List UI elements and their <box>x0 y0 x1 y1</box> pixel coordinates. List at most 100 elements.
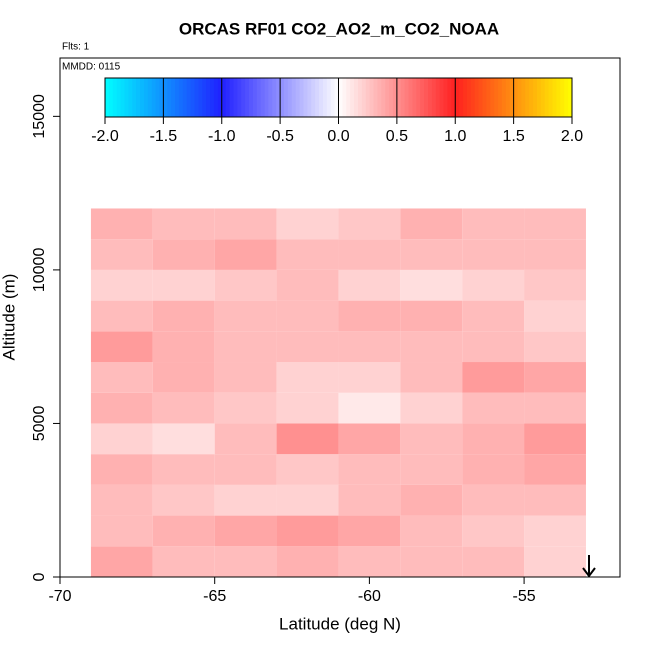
heat-cell <box>152 331 215 363</box>
heat-cell <box>214 392 277 424</box>
colorbar-cell <box>272 78 277 117</box>
colorbar-cell <box>291 78 297 117</box>
colorbar-cell <box>564 78 569 117</box>
y-tick-label: 10000 <box>31 248 48 293</box>
heat-cell <box>338 423 401 455</box>
heat-cell <box>524 208 586 240</box>
heat-cell <box>400 392 463 424</box>
heat-cell <box>90 392 153 424</box>
colorbar-cell <box>202 78 207 117</box>
heat-cell <box>276 362 339 393</box>
heat-cell <box>90 239 153 270</box>
heat-cell <box>400 484 463 516</box>
heat-cell <box>90 484 153 516</box>
colorbar-cell <box>311 78 316 117</box>
colorbar-cell <box>112 78 118 117</box>
heat-cell <box>214 423 277 455</box>
colorbar-cell <box>136 78 141 117</box>
colorbar-cell <box>319 78 324 117</box>
colorbar-cell <box>284 78 289 117</box>
heat-cell <box>524 392 586 424</box>
colorbar-cell <box>350 78 355 117</box>
heat-cell <box>152 362 215 393</box>
colorbar-cell <box>498 78 503 117</box>
heat-cell <box>338 454 401 485</box>
heat-cell <box>152 392 215 424</box>
colorbar-cell <box>295 78 301 117</box>
annotation: Flts: 1 <box>62 42 90 53</box>
colorbar-cell <box>377 78 382 117</box>
colorbar-cell <box>455 78 460 117</box>
colorbar-cell <box>552 78 557 117</box>
colorbar-cell <box>140 78 145 117</box>
heat-cell <box>524 423 586 455</box>
heat-cell <box>214 484 277 516</box>
colorbar-cell <box>404 78 410 117</box>
x-tick-label: -55 <box>513 588 536 605</box>
heat-cell <box>462 454 525 485</box>
heat-cell <box>524 454 586 485</box>
heat-cell <box>152 454 215 485</box>
heat-cell <box>90 331 153 363</box>
colorbar-cell <box>560 78 565 117</box>
y-tick-label: 5000 <box>31 406 48 442</box>
heat-cell <box>462 515 525 547</box>
heat-cell <box>400 269 463 301</box>
heat-cell <box>338 515 401 547</box>
colorbar-cell <box>334 78 339 117</box>
heat-cell <box>276 454 339 485</box>
heat-cell <box>276 331 339 363</box>
heat-cell <box>214 454 277 485</box>
colorbar-cell <box>155 78 160 117</box>
heat-cell <box>90 423 153 455</box>
heat-cell <box>214 362 277 393</box>
heat-cell <box>276 392 339 424</box>
colorbar-cell <box>120 78 125 117</box>
y-tick-label: 15000 <box>31 94 48 139</box>
colorbar-cell <box>276 78 281 117</box>
plot-frame <box>59 57 621 578</box>
colorbar-cell <box>303 78 308 117</box>
heat-cell <box>400 454 463 485</box>
colorbar-cell <box>221 78 227 117</box>
heat-cell <box>400 423 463 455</box>
colorbar-cell <box>167 78 172 117</box>
colorbar-cell <box>463 78 468 117</box>
colorbar-cell <box>536 78 542 117</box>
heat-cell <box>400 208 463 240</box>
colorbar-cell <box>326 78 332 117</box>
colorbar-cell <box>233 78 238 117</box>
colorbar-cell <box>354 78 359 117</box>
colorbar-cell <box>494 78 499 117</box>
colorbar-cell <box>373 78 378 117</box>
colorbar-cell <box>210 78 215 117</box>
colorbar-cell <box>478 78 483 117</box>
colorbar-cell <box>486 78 491 117</box>
heat-cell <box>462 546 525 577</box>
colorbar-cell <box>217 78 223 117</box>
heat-cell <box>214 208 277 240</box>
heat-cell <box>462 331 525 363</box>
colorbar-cell <box>385 78 390 117</box>
colorbar-cell <box>408 78 413 117</box>
colorbar-cell <box>529 78 534 117</box>
colorbar-cell <box>544 78 550 117</box>
heat-cell <box>338 239 401 270</box>
colorbar-cell <box>171 78 176 117</box>
heat-cell <box>462 423 525 455</box>
arrow <box>582 555 596 578</box>
heat-cell <box>400 546 463 577</box>
colorbar-cell <box>412 78 417 117</box>
colorbar-cell <box>241 78 246 117</box>
colorbar-cell <box>342 78 347 117</box>
colorbar-cell <box>568 78 573 117</box>
colorbar-cell <box>517 78 522 117</box>
heat-cell <box>338 392 401 424</box>
heat-cell <box>338 362 401 393</box>
heat-cell <box>214 331 277 363</box>
colorbar-cell <box>525 78 530 117</box>
colorbar-cell <box>470 78 476 117</box>
heat-cell <box>152 269 215 301</box>
heat-cell <box>90 300 153 332</box>
